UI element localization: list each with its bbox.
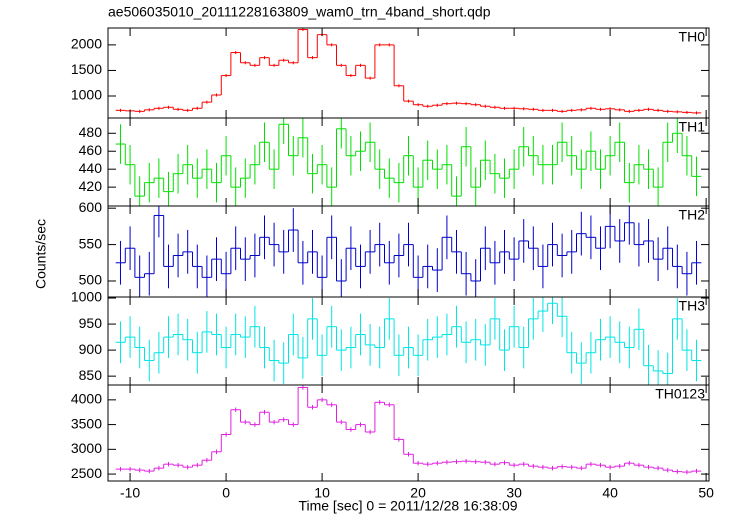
x-tick-label: 50 — [698, 485, 714, 501]
y-tick-label: 850 — [79, 367, 103, 383]
y-tick-label: 1000 — [71, 87, 102, 103]
y-tick-label: 440 — [79, 160, 103, 176]
panel-label: TH2 — [679, 207, 706, 223]
y-tick-label: 550 — [79, 235, 103, 251]
y-tick-label: 900 — [79, 341, 103, 357]
y-tick-label: 3000 — [71, 440, 102, 456]
panel-label: TH1 — [679, 119, 706, 135]
y-tick-label: 2000 — [71, 36, 102, 52]
y-tick-label: 480 — [79, 124, 103, 140]
y-tick-label: 2500 — [71, 465, 102, 481]
y-tick-label: 460 — [79, 142, 103, 158]
y-tick-label: 3500 — [71, 415, 102, 431]
x-tick-label: -10 — [120, 485, 140, 501]
x-tick-label: 40 — [602, 485, 618, 501]
x-tick-label: 10 — [314, 485, 330, 501]
y-tick-label: 950 — [79, 315, 103, 331]
y-tick-label: 420 — [79, 178, 103, 194]
chart-title: ae506035010_20111228163809_wam0_trn_4ban… — [108, 4, 491, 20]
panel-label: TH0 — [679, 29, 706, 45]
y-axis-label: Counts/sec — [33, 219, 49, 289]
panel-label: TH3 — [679, 298, 706, 314]
panel-frame — [107, 384, 710, 482]
panel-frame — [107, 27, 710, 119]
y-tick-label: 1500 — [71, 61, 102, 77]
x-tick-label: 20 — [410, 485, 426, 501]
y-tick-label: 500 — [79, 272, 103, 288]
x-tick-label: 0 — [222, 485, 230, 501]
y-tick-label: 600 — [79, 199, 103, 215]
x-tick-label: 30 — [506, 485, 522, 501]
panel-label: TH0123 — [655, 386, 705, 402]
y-tick-label: 4000 — [71, 391, 102, 407]
x-axis-label: Time [sec] 0 = 2011/12/28 16:38:09 — [298, 498, 517, 514]
y-tick-label: 1000 — [71, 289, 102, 305]
